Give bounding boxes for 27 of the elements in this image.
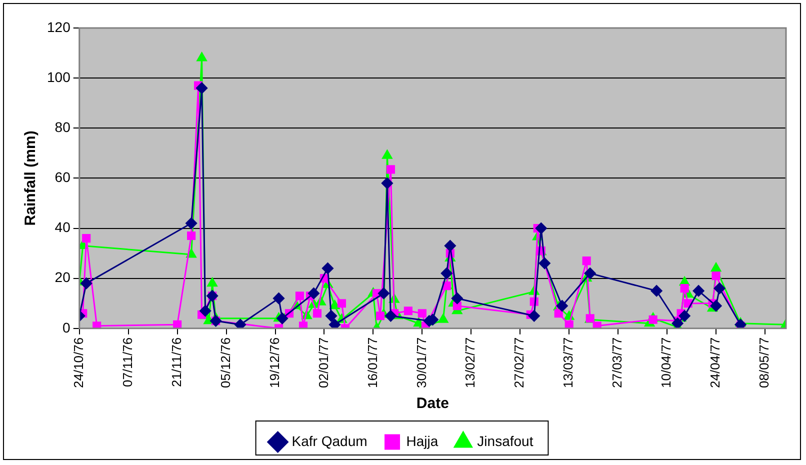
x-tick-label: 27/02/77 — [512, 337, 527, 388]
x-tick-label: 08/05/77 — [756, 337, 772, 388]
y-tick-label: 0 — [62, 319, 71, 336]
x-tick-label: 05/12/76 — [218, 337, 233, 388]
x-tick-label: 27/03/77 — [610, 337, 625, 388]
x-tick-label: 13/03/77 — [560, 337, 576, 388]
x-tick-label: 10/04/77 — [658, 337, 674, 388]
y-tick-label: 120 — [47, 18, 71, 35]
x-tick-label: 30/01/77 — [414, 337, 429, 388]
y-tick-label: 60 — [54, 169, 71, 186]
legend-label: Jinsafout — [477, 432, 534, 449]
x-tick-label: 21/11/76 — [168, 337, 184, 388]
y-tick-label: 20 — [54, 269, 71, 286]
x-tick-label: 07/11/76 — [120, 337, 135, 388]
y-tick-label: 100 — [47, 68, 71, 85]
legend-label: Kafr Qadum — [292, 432, 368, 449]
legend-label: Hajja — [406, 432, 438, 449]
x-tick-label: 16/01/77 — [364, 337, 380, 388]
y-axis-title: Rainfall (mm) — [22, 130, 40, 226]
x-tick-label: 24/10/76 — [70, 337, 86, 388]
x-tick-label: 02/01/77 — [316, 337, 331, 388]
x-axis-title: Date — [416, 395, 449, 412]
x-tick-label: 19/12/76 — [266, 337, 282, 388]
y-tick-label: 40 — [54, 219, 71, 236]
x-tick-label: 24/04/77 — [708, 337, 723, 388]
y-tick-label: 80 — [54, 118, 71, 135]
x-tick-label: 13/02/77 — [462, 337, 478, 388]
